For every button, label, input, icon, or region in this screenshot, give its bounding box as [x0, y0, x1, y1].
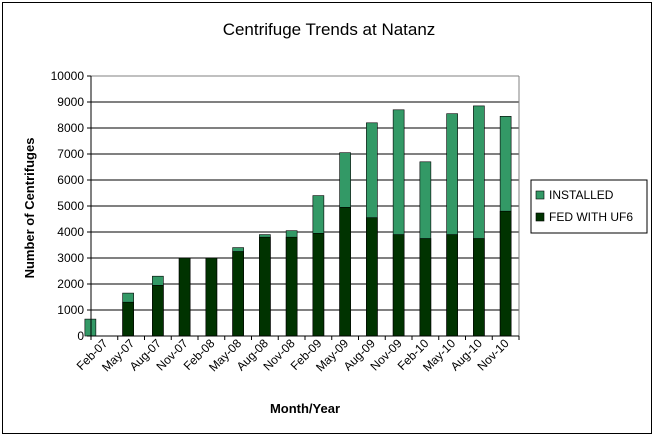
bar-installed	[84, 318, 97, 337]
y-tick-labels: 0 1000 2000 3000 4000 5000 6000 7000 8000 9000 100…	[51, 69, 85, 343]
axes	[87, 75, 520, 340]
legend-box	[530, 179, 648, 234]
y-tick-label: 4000	[57, 225, 84, 239]
bar-fed-with-uf6	[312, 233, 325, 337]
bar-fed-with-uf6	[205, 257, 218, 337]
bar-fed-with-uf6	[446, 234, 458, 337]
bar-fed-with-uf6	[366, 217, 378, 337]
legend-label-installed: INSTALLED	[549, 188, 614, 202]
y-tick-label: 7000	[57, 147, 84, 161]
legend-swatch-installed	[535, 190, 545, 200]
legend-swatch-fed-with-uf6	[535, 212, 545, 222]
y-tick-label: 1000	[57, 303, 84, 317]
chart-figure: Centrifuge Trends at Natanz Number of Ce…	[2, 2, 652, 434]
y-tick-label: 9000	[57, 95, 84, 109]
bar-fed-with-uf6	[152, 284, 164, 337]
y-tick-label: 0	[77, 329, 84, 343]
y-tick-label: 6000	[57, 173, 84, 187]
bar-fed-with-uf6	[232, 251, 244, 337]
bar-fed-with-uf6	[499, 210, 512, 337]
y-axis-title: Number of Centrifuges	[22, 138, 37, 279]
bar-fed-with-uf6	[419, 238, 432, 337]
bar-fed-with-uf6	[285, 236, 298, 337]
bar-fed-with-uf6	[259, 236, 271, 337]
y-tick-label: 5000	[57, 199, 84, 213]
bar-fed-with-uf6	[178, 257, 191, 337]
bar-fed-with-uf6	[392, 234, 405, 337]
bar-fed-with-uf6	[473, 238, 485, 337]
legend: INSTALLED FED WITH UF6	[530, 179, 648, 234]
legend-label-fed-with-uf6: FED WITH UF6	[549, 210, 633, 224]
y-tick-label: 8000	[57, 121, 84, 135]
y-tick-label: 2000	[57, 277, 84, 291]
chart-title: Centrifuge Trends at Natanz	[223, 20, 436, 39]
bar-fed-with-uf6	[122, 301, 134, 337]
x-tick-labels: Feb-07May-07Aug-07Nov-07Feb-08May-08Aug-…	[74, 336, 512, 374]
y-tick-label: 3000	[57, 251, 84, 265]
bars	[84, 105, 512, 337]
x-axis-title: Month/Year	[270, 401, 340, 416]
y-tick-label: 10000	[51, 69, 85, 83]
bar-fed-with-uf6	[339, 207, 351, 337]
chart-canvas: Centrifuge Trends at Natanz Number of Ce…	[22, 20, 648, 416]
